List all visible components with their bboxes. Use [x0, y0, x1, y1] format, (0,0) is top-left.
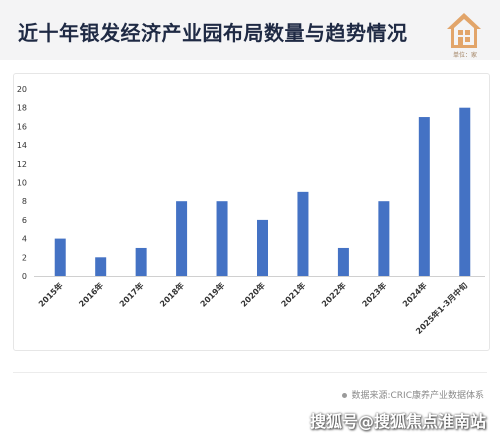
y-tick-label: 12 [17, 160, 27, 169]
y-tick-label: 8 [22, 197, 27, 206]
y-tick-label: 10 [17, 179, 27, 188]
bar-6 [297, 191, 309, 276]
bar-8 [378, 201, 390, 276]
x-tick-label: 2021年 [279, 280, 307, 308]
bar-1 [95, 257, 107, 276]
bullet-icon [342, 393, 348, 398]
y-tick-label: 14 [17, 141, 27, 150]
y-tick-label: 20 [17, 85, 27, 94]
y-tick-label: 0 [22, 272, 27, 281]
y-tick-label: 6 [22, 216, 27, 225]
bar-9 [418, 117, 430, 276]
footer-divider [13, 372, 487, 373]
y-tick-label: 2 [22, 253, 27, 262]
x-tick-label: 2023年 [360, 280, 388, 308]
header-bar [0, 0, 500, 60]
bar-7 [337, 247, 349, 276]
y-tick-label: 16 [17, 122, 27, 131]
data-source-text: 数据来源:CRIC康养产业数据体系 [351, 391, 484, 401]
house-logo-icon [447, 13, 481, 48]
logo-caption: 单位：家 [452, 52, 477, 59]
y-tick-label: 18 [17, 104, 27, 113]
x-tick-label: 2015年 [36, 280, 64, 308]
bar-5 [257, 219, 268, 276]
x-tick-label: 2020年 [238, 280, 266, 308]
bar-10 [459, 107, 471, 276]
page-title: 近十年银发经济产业园布局数量与趋势情况 [18, 21, 408, 45]
x-tick-label: 2022年 [319, 280, 347, 308]
x-tick-label: 2017年 [117, 280, 145, 308]
chart-frame [13, 73, 490, 351]
data-source: 数据来源:CRIC康养产业数据体系 [342, 388, 484, 401]
x-tick-label: 2016年 [77, 280, 105, 308]
y-tick-label: 4 [22, 235, 27, 244]
bar-3 [176, 201, 188, 276]
bar-4 [216, 201, 228, 276]
x-tick-label: 2019年 [198, 280, 226, 308]
x-tick-label: 2018年 [158, 280, 186, 308]
bar-2 [135, 247, 147, 276]
watermark: 搜狐号@搜狐焦点淮南站 [309, 412, 486, 431]
bar-0 [54, 238, 66, 276]
x-tick-label: 2024年 [400, 280, 428, 308]
